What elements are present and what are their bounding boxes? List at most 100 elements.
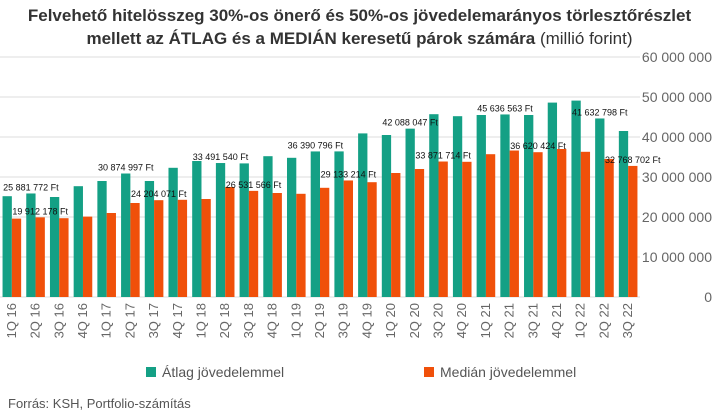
data-label-atlag: 36 390 796 Ft: [288, 140, 344, 150]
legend: Átlag jövedelemmel Medián jövedelemmel: [0, 364, 719, 384]
legend-item-atlag: Átlag jövedelemmel: [146, 364, 284, 380]
bar-median: [225, 187, 235, 297]
data-label-atlag: 45 636 563 Ft: [477, 103, 533, 113]
x-tick-label: 2Q 22: [596, 303, 611, 338]
bar-atlag: [192, 161, 202, 297]
x-tick-label: 1Q 20: [383, 303, 398, 338]
x-tick-label: 3Q 18: [241, 303, 256, 338]
bar-median: [509, 150, 519, 297]
bar-median: [628, 165, 638, 297]
x-tick-label: 3Q 20: [431, 303, 446, 338]
bar-median: [414, 169, 425, 297]
bar-atlag: [381, 135, 392, 297]
x-tick-label: 3Q 22: [620, 303, 635, 338]
bar-median: [557, 149, 567, 297]
bar-median: [462, 161, 472, 297]
y-tick-label: 10 000 000: [642, 249, 712, 265]
bar-atlag: [2, 196, 12, 297]
bar-atlag: [168, 167, 178, 297]
x-tick-label: 3Q 16: [51, 303, 66, 338]
x-tick-label: 1Q 19: [288, 303, 303, 338]
title-line-2: mellett az ÁTLAG és a MEDIÁN keresetű pá…: [86, 29, 633, 48]
y-tick-label: 20 000 000: [642, 209, 712, 225]
bar-median: [201, 199, 211, 297]
bar-median: [130, 203, 140, 297]
bar-median: [604, 159, 614, 297]
bar-atlag: [73, 186, 83, 297]
x-tick-label: 1Q 17: [99, 303, 114, 338]
x-tick-label: 2Q 19: [312, 303, 327, 338]
bar-atlag: [144, 181, 155, 297]
bar-median: [438, 161, 448, 297]
y-tick-label: 0: [704, 289, 712, 305]
data-label-median: 36 620 424 Ft: [510, 141, 566, 151]
bar-atlag: [121, 173, 131, 297]
bar-median: [154, 200, 164, 297]
bar-atlag: [571, 100, 581, 297]
bar-median: [343, 180, 354, 297]
bar-atlag: [239, 163, 249, 297]
x-tick-label: 3Q 19: [336, 303, 351, 338]
bar-atlag: [429, 114, 439, 297]
bar-median: [82, 216, 93, 297]
x-tick-label: 1Q 18: [193, 303, 208, 338]
data-label-atlag: 42 088 047 Ft: [382, 118, 438, 128]
bar-atlag: [547, 102, 558, 297]
legend-item-median: Medián jövedelemmel: [424, 364, 576, 380]
source-note: Forrás: KSH, Portfolio-számítás: [8, 396, 191, 411]
x-tick-label: 4Q 21: [549, 303, 564, 338]
bar-atlag: [49, 197, 60, 297]
bar-atlag: [263, 156, 273, 297]
bar-median: [296, 193, 306, 297]
bar-atlag: [405, 128, 415, 297]
bar-median: [391, 173, 401, 297]
legend-swatch-atlag: [146, 367, 156, 377]
bar-atlag: [618, 131, 629, 297]
bar-atlag: [97, 181, 107, 297]
bar-median: [485, 154, 496, 297]
bar-atlag: [215, 163, 226, 297]
x-tick-label: 2Q 20: [407, 303, 422, 338]
x-tick-label: 4Q 20: [454, 303, 469, 338]
data-label-atlag: 30 874 997 Ft: [98, 163, 154, 173]
data-label-median: 29 133 214 Ft: [321, 169, 377, 179]
bar-median: [59, 218, 69, 297]
bar-atlag: [476, 115, 486, 297]
data-label-median: 19 912 178 Ft: [12, 206, 68, 216]
x-tick-label: 4Q 18: [265, 303, 280, 338]
data-label-median: 26 531 566 Ft: [226, 180, 282, 190]
y-tick-label: 30 000 000: [642, 169, 712, 185]
chart-title: Felvehető hitelösszeg 30%-os önerő és 50…: [0, 4, 719, 50]
x-tick-label: 2Q 17: [122, 303, 137, 338]
bar-atlag: [334, 151, 344, 297]
bar-median: [177, 199, 188, 297]
bar-median: [106, 213, 116, 297]
y-tick-label: 40 000 000: [642, 129, 712, 145]
bar-median: [320, 187, 330, 297]
bar-median: [367, 182, 377, 297]
data-label-atlag: 25 881 772 Ft: [3, 182, 59, 192]
bar-atlag: [358, 133, 368, 297]
bar-atlag: [26, 193, 36, 297]
data-label-atlag: 41 632 798 Ft: [572, 107, 628, 117]
x-tick-label: 4Q 19: [359, 303, 374, 338]
x-tick-label: 2Q 16: [28, 303, 43, 338]
x-tick-label: 1Q 16: [4, 303, 19, 338]
title-line-1: Felvehető hitelösszeg 30%-os önerő és 50…: [27, 6, 692, 25]
x-tick-label: 2Q 21: [502, 303, 517, 338]
data-label-median: 24 204 071 Ft: [131, 189, 187, 199]
x-tick-label: 4Q 16: [75, 303, 90, 338]
legend-label-atlag: Átlag jövedelemmel: [162, 364, 285, 380]
bar-atlag: [524, 115, 534, 297]
legend-swatch-median: [424, 367, 434, 377]
y-tick-label: 50 000 000: [642, 89, 712, 105]
bar-median: [11, 218, 22, 297]
bar-atlag: [595, 118, 605, 297]
x-tick-label: 3Q 17: [146, 303, 161, 338]
x-tick-label: 3Q 21: [525, 303, 540, 338]
x-tick-label: 1Q 22: [573, 303, 588, 338]
bar-atlag: [500, 114, 510, 297]
bar-median: [35, 217, 45, 297]
legend-label-median: Medián jövedelemmel: [440, 364, 577, 380]
